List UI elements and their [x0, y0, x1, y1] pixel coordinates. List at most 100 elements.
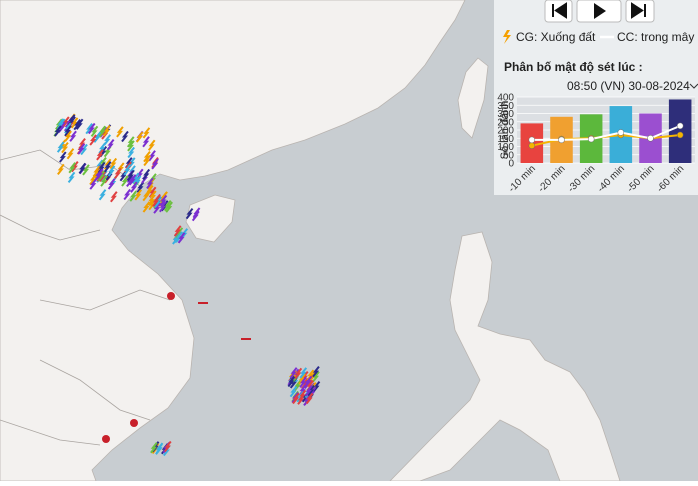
y-axis-label: Số lần đánh — [499, 101, 511, 160]
bar — [668, 99, 692, 163]
lightning-strike — [113, 167, 122, 180]
lightning-strike — [312, 371, 320, 383]
lightning-strike — [87, 122, 96, 135]
y-tick-label: 150 — [497, 134, 514, 145]
lightning-strike — [129, 190, 138, 202]
lightning-strike — [299, 376, 307, 388]
taiwan — [457, 57, 489, 139]
lightning-strike — [67, 114, 76, 126]
lightning-strike — [116, 126, 124, 138]
lightning-strike — [78, 162, 87, 175]
lightning-strike — [192, 207, 201, 219]
series-point — [676, 131, 684, 139]
lightning-strike — [57, 163, 65, 175]
lightning-strike — [95, 168, 104, 180]
lightning-strike — [89, 173, 97, 186]
lightning-strike — [57, 121, 66, 134]
lightning-strike — [151, 158, 159, 170]
lightning-strike — [143, 154, 151, 167]
lightning-strike — [292, 392, 300, 405]
lightning-strike — [103, 124, 111, 137]
lightning-strike — [127, 169, 135, 182]
dash-mark — [198, 302, 208, 304]
lightning-strike — [159, 194, 168, 207]
lightning-layer — [53, 113, 321, 457]
stations — [102, 292, 251, 443]
lightning-strike — [287, 375, 296, 388]
lightning-strike — [147, 139, 156, 151]
lightning-strike — [299, 367, 308, 379]
hainan — [185, 194, 236, 243]
series-point — [676, 122, 684, 130]
lightning-strike — [89, 178, 98, 190]
lightning-strike — [145, 184, 154, 197]
lightning-strike — [82, 164, 90, 176]
lightning-strike — [71, 160, 79, 173]
borders — [0, 149, 171, 446]
y-tick-label: 50 — [503, 150, 515, 161]
lightning-strike — [146, 177, 154, 189]
lightning-strike — [142, 168, 151, 181]
lightning-strike — [66, 148, 75, 160]
y-tick-label: 400 — [497, 93, 514, 104]
lightning-strike — [131, 172, 140, 184]
lightning-strike — [134, 189, 143, 201]
series-point — [528, 136, 536, 144]
lightning-strike — [85, 123, 93, 135]
series-point — [647, 135, 654, 142]
lightning-strike — [177, 232, 186, 244]
lightning-strike — [163, 200, 172, 212]
lightning-strike — [107, 165, 116, 177]
lightning-strike — [92, 165, 101, 178]
lightning-strike — [73, 118, 81, 131]
lightning-strike — [123, 164, 131, 176]
lightning-strike — [135, 131, 144, 143]
philippines — [389, 231, 621, 482]
lightning-strike — [305, 392, 314, 405]
lightning-strike — [110, 191, 118, 203]
y-tick-label: 350 — [497, 101, 514, 112]
lightning-strike — [61, 142, 69, 154]
lightning-strike — [68, 162, 76, 174]
prev-icon — [552, 2, 567, 19]
lightning-strike — [154, 196, 162, 208]
lightning-strike — [58, 151, 67, 163]
lightning-strike — [147, 194, 156, 206]
station — [102, 435, 110, 443]
lightning-strike — [298, 373, 306, 385]
lightning-strike — [67, 171, 76, 183]
lightning-strike — [98, 125, 107, 137]
legend-cc: CC: trong mây — [617, 30, 694, 44]
lightning-strike — [155, 443, 163, 455]
lightning-strike — [142, 136, 150, 148]
playback-controls — [544, 0, 655, 23]
lightning-strike — [142, 201, 151, 213]
lightning-strike — [159, 201, 167, 213]
lightning-strike — [54, 125, 62, 137]
series-point — [617, 129, 625, 136]
lightning-strike — [103, 134, 112, 146]
y-tick-label: 0 — [508, 159, 514, 170]
lightning-strike — [128, 174, 137, 186]
series-point — [587, 135, 595, 143]
station — [167, 292, 175, 300]
lightning-strike — [98, 189, 107, 201]
y-tick-label: 250 — [497, 117, 514, 128]
time-select[interactable]: 08:50 (VN) 30-08-2024 — [567, 79, 690, 93]
lightning-strike — [142, 127, 151, 139]
lightning-strike — [185, 208, 194, 220]
dropdown-caret — [689, 83, 698, 89]
lightning-strike — [106, 139, 115, 151]
lightning-strike — [64, 125, 72, 137]
lightning-strike — [123, 188, 131, 201]
series-point — [528, 142, 536, 149]
lightning-strike — [294, 367, 303, 379]
lightning-strike — [289, 367, 298, 379]
lightning-strike — [69, 130, 77, 142]
lightning-strike — [90, 125, 99, 137]
lightning-strike — [289, 386, 298, 398]
series-point — [558, 136, 565, 144]
lightning-strike — [312, 366, 320, 378]
